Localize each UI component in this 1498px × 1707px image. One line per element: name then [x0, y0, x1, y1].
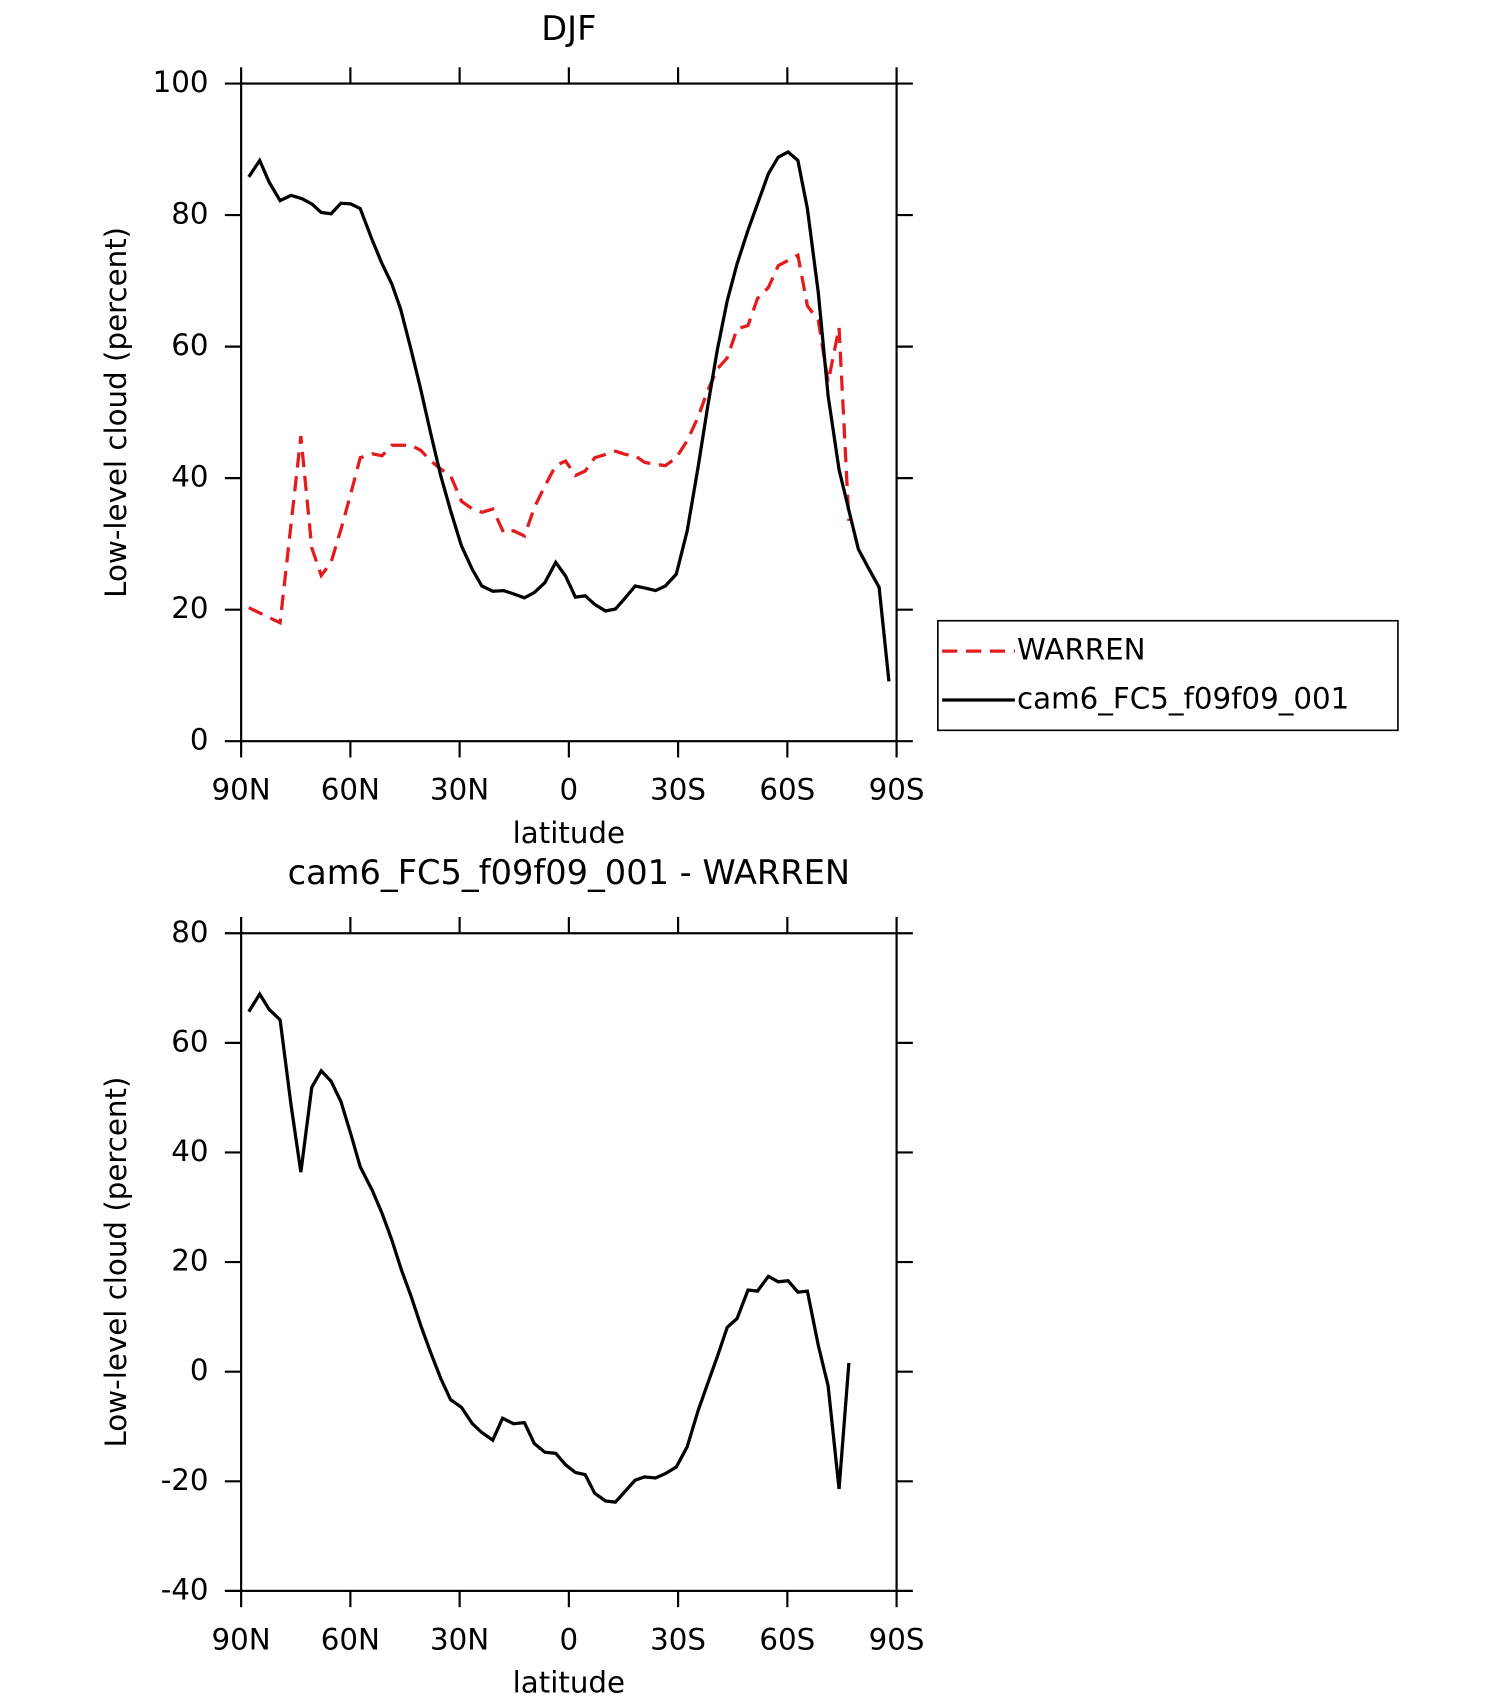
y-tick-label: 60: [171, 1024, 208, 1058]
x-tick-label: 90N: [212, 773, 271, 807]
data-line: [247, 149, 891, 682]
x-tick-label: 30S: [650, 1622, 706, 1656]
plot-frame: [240, 932, 898, 1592]
y-tick-label: 60: [171, 328, 208, 362]
x-tick-label: 60N: [321, 773, 380, 807]
data-line: [247, 991, 851, 1504]
legend-label: cam6_FC5_f09f09_001: [1017, 681, 1349, 715]
x-tick-label: 0: [560, 1622, 579, 1656]
x-tick-label: 90S: [869, 773, 925, 807]
chart-title: cam6_FC5_f09f09_001 - WARREN: [288, 853, 850, 892]
data-line: [248, 252, 851, 626]
x-tick-label: 60S: [759, 773, 815, 807]
y-axis-label: Low-level cloud (percent): [99, 1077, 133, 1448]
x-axis-label: latitude: [513, 816, 625, 850]
plot-frame: [240, 82, 898, 743]
x-tick-label: 0: [560, 773, 579, 807]
y-tick-label: 0: [190, 1353, 209, 1387]
y-tick-label: 20: [171, 591, 208, 625]
y-tick-label: -20: [161, 1463, 209, 1497]
y-axis-label: Low-level cloud (percent): [99, 227, 133, 598]
x-tick-label: 30N: [430, 1622, 489, 1656]
y-tick-label: 100: [153, 65, 209, 99]
y-tick-label: 20: [171, 1244, 208, 1278]
y-tick-label: 80: [171, 197, 208, 231]
x-tick-label: 60S: [759, 1622, 815, 1656]
y-tick-label: 80: [171, 915, 208, 949]
x-tick-label: 60N: [321, 1622, 380, 1656]
x-tick-label: 90N: [212, 1622, 271, 1656]
y-tick-label: 40: [171, 1134, 208, 1168]
chart-title: DJF: [541, 9, 596, 48]
y-tick-label: 0: [190, 723, 209, 757]
y-tick-label: -40: [161, 1572, 209, 1606]
x-axis-label: latitude: [513, 1666, 625, 1700]
legend-label: WARREN: [1017, 633, 1146, 667]
x-tick-label: 30S: [650, 773, 706, 807]
x-tick-label: 90S: [869, 1622, 925, 1656]
y-tick-label: 40: [171, 460, 208, 494]
x-tick-label: 30N: [430, 773, 489, 807]
legend-box: [937, 619, 1399, 732]
